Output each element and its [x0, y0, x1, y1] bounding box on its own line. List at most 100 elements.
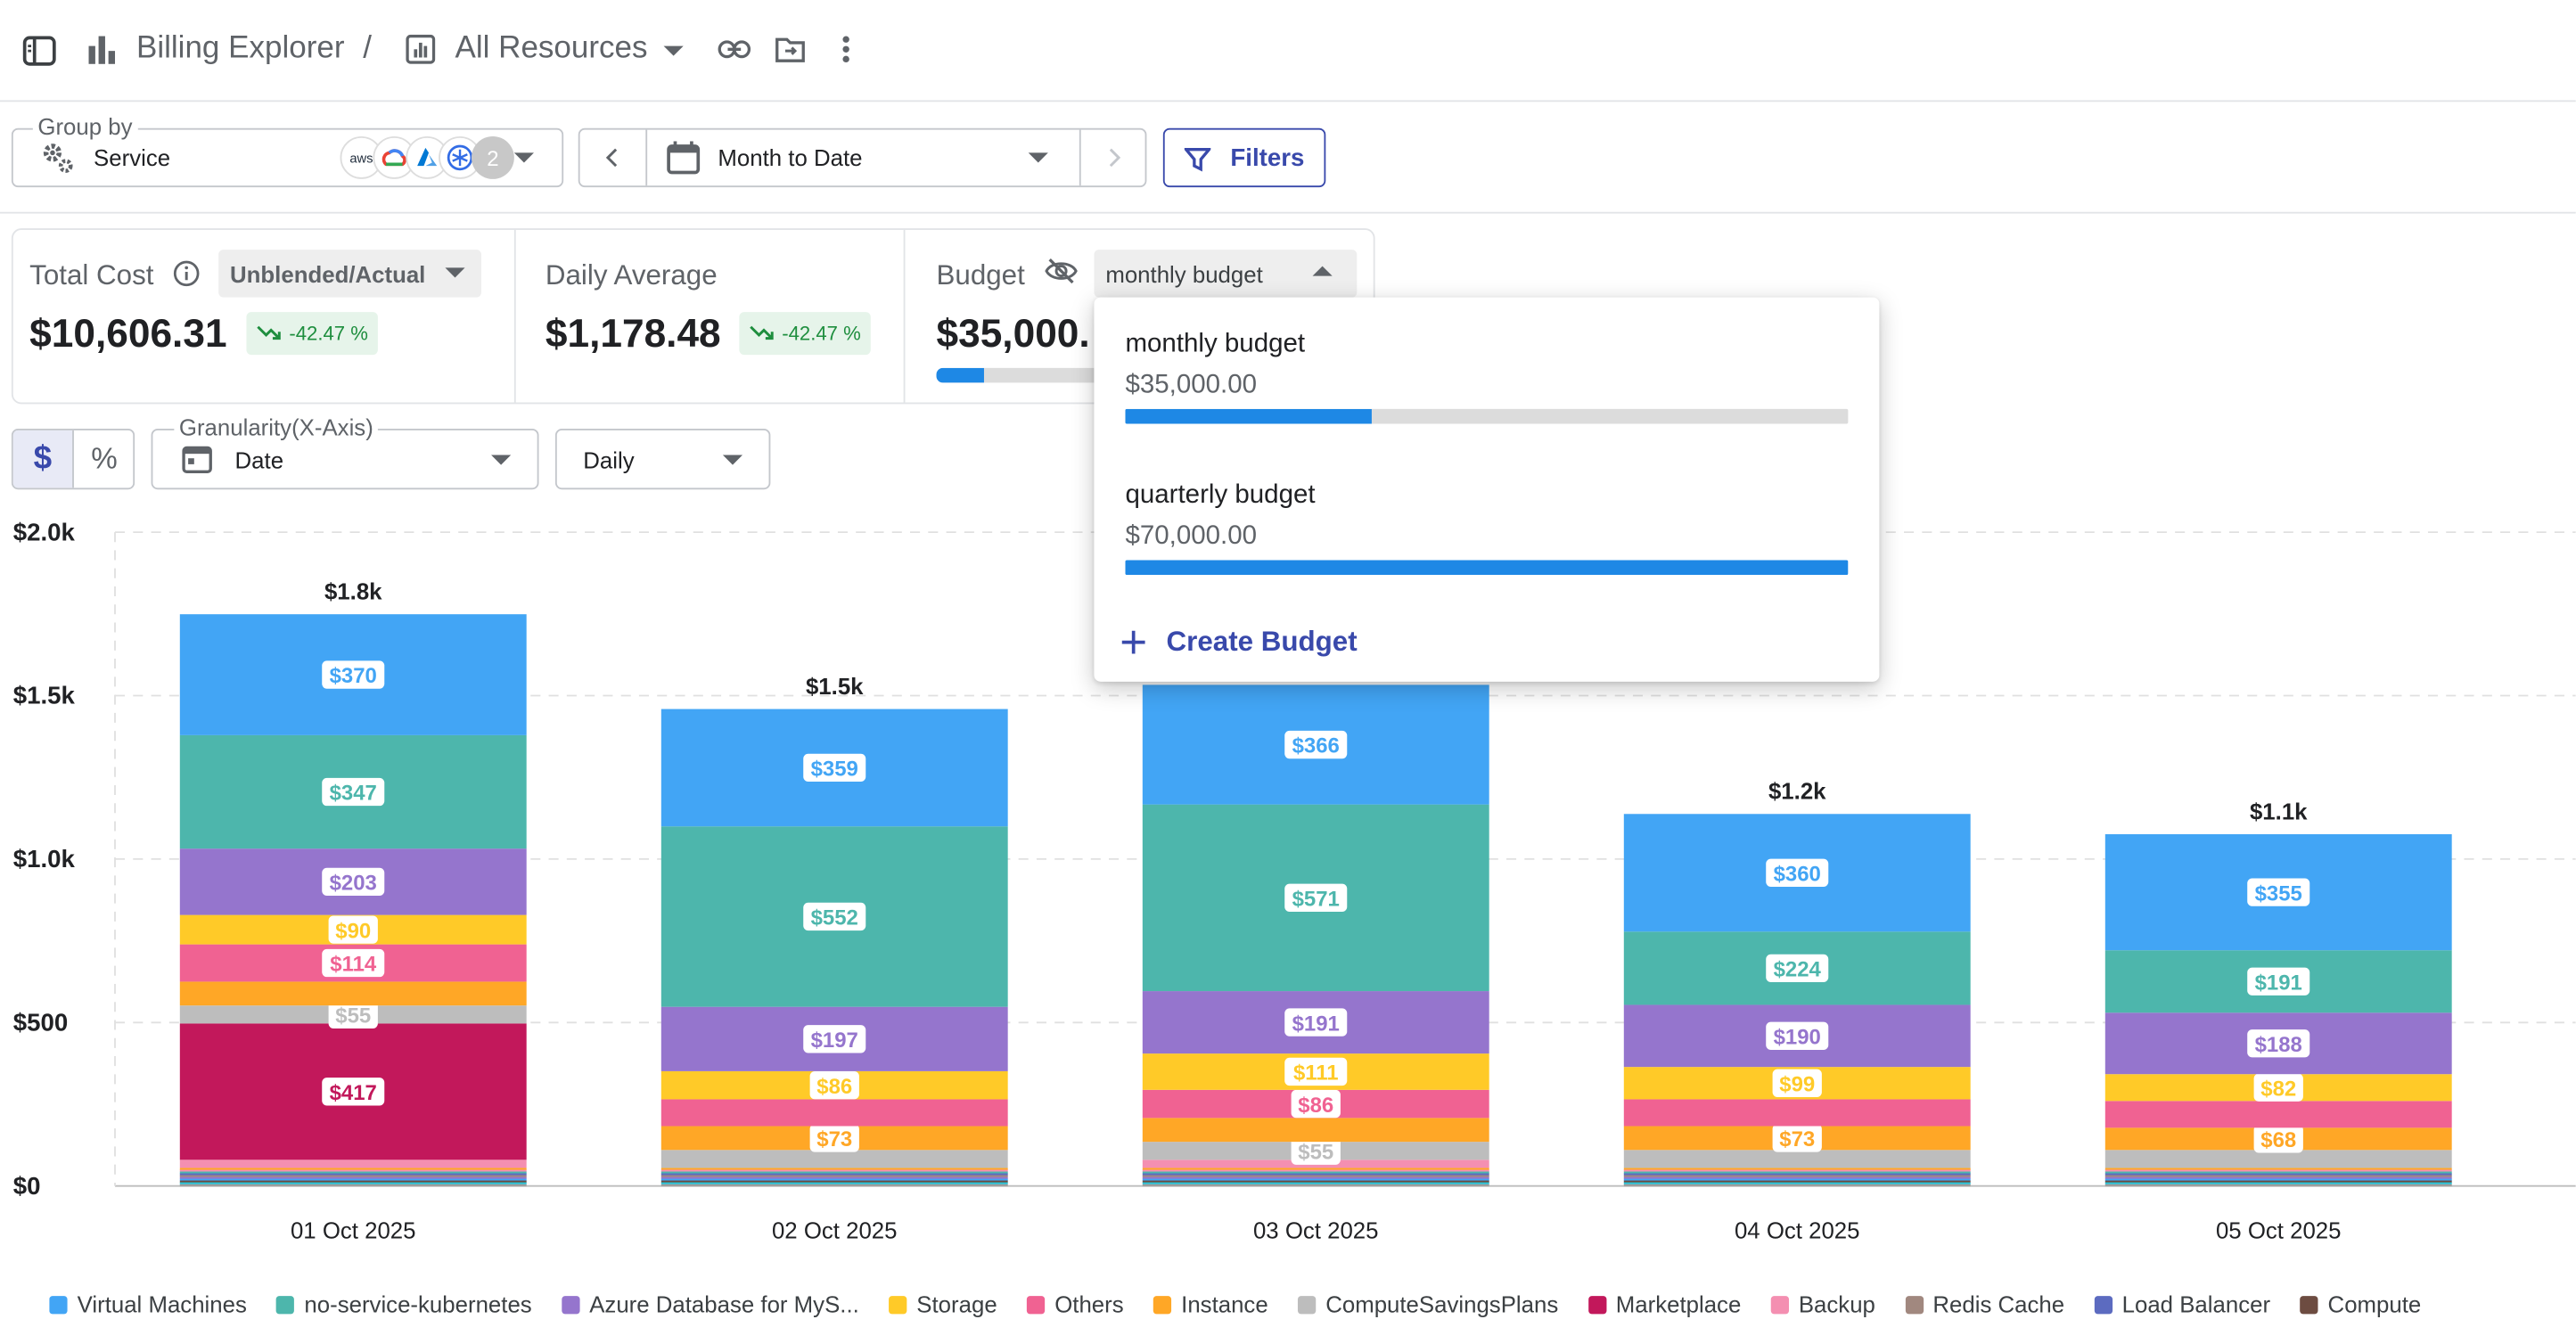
bar-segment-minor[interactable] [660, 1178, 1008, 1182]
bar-segment-minor[interactable] [179, 1180, 527, 1184]
link-icon[interactable] [717, 33, 753, 66]
bar-segment[interactable] [1623, 1099, 1971, 1127]
bar-segment-minor[interactable] [2104, 1180, 2452, 1184]
visibility-off-icon[interactable] [1045, 257, 1078, 294]
bar-segment-minor[interactable] [2104, 1175, 2452, 1178]
bar-segment-minor[interactable] [179, 1173, 527, 1176]
bar-segment-minor[interactable] [1623, 1168, 1971, 1171]
bar-segment-minor[interactable] [1142, 1169, 1489, 1173]
bar-segment-minor[interactable] [660, 1176, 1008, 1180]
data-label: $55 [1298, 1140, 1333, 1164]
bar-segment-minor[interactable] [660, 1175, 1008, 1178]
legend-item[interactable]: Marketplace [1587, 1291, 1741, 1317]
bar-segment-minor[interactable] [1142, 1178, 1489, 1182]
legend-item[interactable]: Load Balancer [2094, 1291, 2270, 1317]
bar-segment[interactable] [1142, 1118, 1489, 1143]
bar-segment-minor[interactable] [1142, 1168, 1489, 1171]
bar-segment[interactable] [179, 1160, 527, 1168]
budget-option-quarterly[interactable]: quarterly budget $70,000.00 [1094, 465, 1879, 610]
bar-segment[interactable] [179, 981, 527, 1006]
bar-segment-minor[interactable] [179, 1171, 527, 1175]
bar-segment-minor[interactable] [179, 1178, 527, 1182]
bar-segment-minor[interactable] [660, 1182, 1008, 1185]
bar-segment-minor[interactable] [1142, 1184, 1489, 1187]
legend-item[interactable]: Backup [1770, 1291, 1875, 1317]
bar-segment-minor[interactable] [1142, 1176, 1489, 1180]
bar-segment-minor[interactable] [1623, 1173, 1971, 1176]
granularity-select[interactable]: Granularity(X-Axis) Date [151, 414, 539, 490]
view-dropdown-chevron-icon[interactable] [663, 45, 684, 56]
bar-segment-minor[interactable] [179, 1184, 527, 1187]
bar-segment-minor[interactable] [1623, 1178, 1971, 1182]
breadcrumb-view[interactable]: All Resources [455, 31, 648, 66]
bar-segment[interactable] [660, 1099, 1008, 1127]
bar-segment-minor[interactable] [1623, 1171, 1971, 1175]
filters-button[interactable]: Filters [1162, 127, 1326, 188]
info-icon[interactable] [173, 259, 201, 296]
next-period-button[interactable] [1079, 129, 1147, 186]
data-label: $359 [811, 758, 858, 782]
create-budget-button[interactable]: Create Budget [1120, 622, 1358, 661]
budget-select[interactable]: monthly budget [1094, 250, 1358, 298]
interval-select[interactable]: Daily [554, 429, 771, 490]
legend-item[interactable]: Storage [888, 1291, 997, 1317]
data-label-bg [1284, 1008, 1348, 1037]
percent-toggle[interactable]: % [91, 441, 118, 475]
bar-segment-minor[interactable] [1142, 1175, 1489, 1178]
bar-segment-minor[interactable] [2104, 1178, 2452, 1182]
bar-segment[interactable] [1623, 1150, 1971, 1168]
bar-segment-minor[interactable] [2104, 1169, 2452, 1173]
legend-item[interactable]: ComputeSavingsPlans [1297, 1291, 1558, 1317]
legend-item[interactable]: Azure Database for MyS... [561, 1291, 859, 1317]
group-by-select[interactable]: Group by Service aws 2 [11, 113, 564, 188]
bar-segment-minor[interactable] [179, 1169, 527, 1173]
breadcrumb-app[interactable]: Billing Explorer [135, 31, 345, 66]
bar-segment-minor[interactable] [179, 1182, 527, 1185]
currency-toggle[interactable]: $ [12, 430, 74, 488]
bar-segment-minor[interactable] [1623, 1182, 1971, 1185]
x-tick-label: 03 Oct 2025 [1253, 1219, 1379, 1244]
cost-type-select[interactable]: Unblended/Actual [218, 250, 481, 298]
bar-segment-minor[interactable] [660, 1169, 1008, 1173]
bar-segment-minor[interactable] [2104, 1182, 2452, 1185]
bar-segment-minor[interactable] [1623, 1180, 1971, 1184]
date-range-chevron-icon[interactable] [1028, 152, 1048, 163]
bar-segment-minor[interactable] [660, 1180, 1008, 1184]
bar-segment-minor[interactable] [660, 1173, 1008, 1176]
legend-item[interactable]: Instance [1153, 1291, 1268, 1317]
bar-segment-minor[interactable] [179, 1168, 527, 1171]
legend-item[interactable]: Others [1026, 1291, 1124, 1317]
bar-segment[interactable] [660, 1150, 1008, 1168]
bar-segment-minor[interactable] [179, 1175, 527, 1178]
bar-segment-minor[interactable] [2104, 1184, 2452, 1187]
bar-segment-minor[interactable] [2104, 1168, 2452, 1171]
date-range-value[interactable]: Month to Date [718, 144, 863, 171]
legend-item[interactable]: Compute [2300, 1291, 2421, 1317]
bar-segment-minor[interactable] [660, 1171, 1008, 1175]
bar-segment-minor[interactable] [1623, 1175, 1971, 1178]
budget-option-monthly[interactable]: monthly budget $35,000.00 [1094, 314, 1879, 458]
bar-segment-minor[interactable] [660, 1168, 1008, 1171]
more-options-icon[interactable] [832, 33, 861, 66]
bar-segment-minor[interactable] [1623, 1176, 1971, 1180]
bar-segment-minor[interactable] [1142, 1182, 1489, 1185]
bar-segment-minor[interactable] [1142, 1173, 1489, 1176]
legend-item[interactable]: no-service-kubernetes [276, 1291, 532, 1317]
bar-segment-minor[interactable] [660, 1184, 1008, 1187]
bar-segment-minor[interactable] [179, 1176, 527, 1180]
bar-segment-minor[interactable] [1623, 1184, 1971, 1187]
legend-item[interactable]: Redis Cache [1905, 1291, 2064, 1317]
legend-item[interactable]: Virtual Machines [49, 1291, 247, 1317]
data-label: $191 [1292, 1012, 1340, 1036]
move-to-folder-icon[interactable] [772, 33, 808, 66]
bar-segment-minor[interactable] [1623, 1169, 1971, 1173]
bar-segment-minor[interactable] [1142, 1171, 1489, 1175]
bar-segment-minor[interactable] [2104, 1173, 2452, 1176]
bar-segment-minor[interactable] [2104, 1171, 2452, 1175]
bar-segment-minor[interactable] [2104, 1176, 2452, 1180]
bar-segment[interactable] [2104, 1150, 2452, 1168]
bar-segment[interactable] [2104, 1101, 2452, 1128]
previous-period-button[interactable] [580, 129, 648, 186]
bar-segment-minor[interactable] [1142, 1180, 1489, 1184]
sidebar-toggle-icon[interactable] [20, 31, 59, 70]
